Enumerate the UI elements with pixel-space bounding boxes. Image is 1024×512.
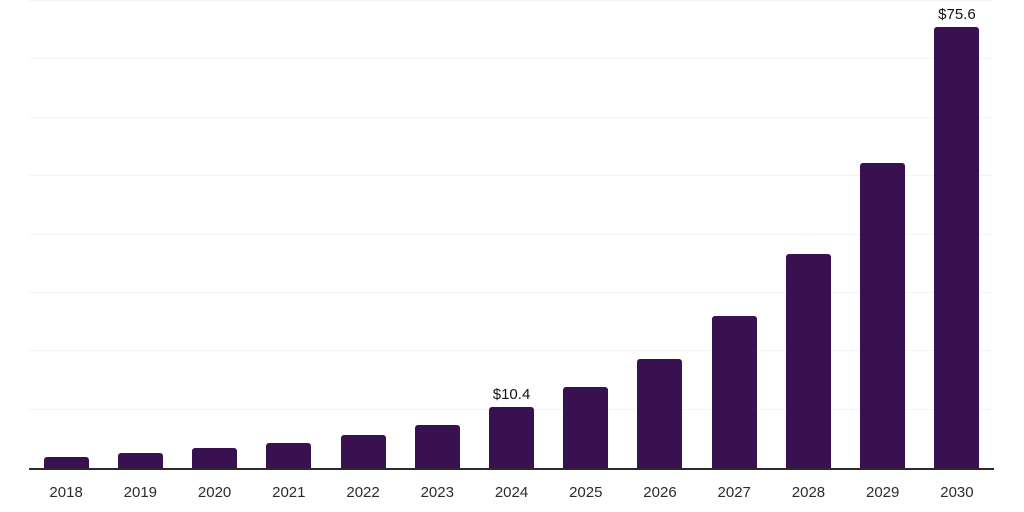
bar-slot-2019: [103, 1, 177, 468]
gridline-70: [29, 58, 994, 60]
bar-slot-2029: [846, 1, 920, 468]
gridline-20: [29, 350, 994, 352]
bar-slot-2030: $75.6: [920, 1, 994, 468]
bar-2029: [860, 162, 906, 468]
x-tick-label-2021: 2021: [272, 484, 306, 501]
x-tick-label-2023: 2023: [420, 484, 454, 501]
bar-slot-2025: [549, 1, 623, 468]
bar-2024: [489, 407, 535, 468]
bar-2022: [340, 434, 386, 468]
x-tick-label-2024: 2024: [494, 484, 529, 501]
bar-2019: [117, 452, 163, 468]
bar-slot-2024: $10.4: [474, 1, 548, 468]
gridline-40: [29, 233, 994, 235]
value-label-2030: $75.6: [938, 5, 976, 23]
x-tick-label-2028: 2028: [791, 484, 826, 501]
x-axis-line: [29, 468, 994, 470]
bar-slot-2026: [623, 1, 697, 468]
gridline-60: [29, 116, 994, 118]
x-tick-label-2030: 2030: [940, 484, 974, 501]
bar-2023: [414, 424, 460, 468]
bar-2025: [563, 386, 609, 468]
bar-slot-2022: [326, 1, 400, 468]
bar-2026: [637, 358, 683, 468]
value-label-2024: $10.4: [492, 386, 531, 404]
plot-area: $10.4 $75.6: [29, 0, 994, 470]
x-tick-label-2026: 2026: [643, 484, 677, 501]
bar-slot-2020: [177, 1, 251, 468]
x-tick-label-2029: 2029: [866, 484, 900, 501]
x-tick-label-2018: 2018: [49, 484, 83, 501]
bar-2018: [43, 456, 89, 468]
bars-row: $10.4 $75.6: [29, 1, 994, 468]
x-tick-label-2020: 2020: [197, 484, 232, 501]
bar-slot-2023: [400, 1, 474, 468]
bar-2030: [934, 26, 980, 468]
x-tick-label-2022: 2022: [346, 484, 380, 501]
bar-2028: [785, 254, 831, 468]
gridline-50: [29, 175, 994, 177]
x-tick-label-2027: 2027: [717, 484, 751, 501]
bar-slot-2027: [697, 1, 771, 468]
gridline-80: [29, 0, 994, 1]
x-tick-label-2019: 2019: [123, 484, 158, 501]
bar-slot-2021: [252, 1, 326, 468]
bar-slot-2028: [771, 1, 845, 468]
bar-slot-2018: [29, 1, 103, 468]
bar-2027: [711, 316, 757, 468]
bar-2021: [266, 442, 312, 468]
gridline-30: [29, 291, 994, 293]
bar-2020: [192, 448, 238, 468]
x-axis-labels: 2018 2019 2020 2021 2022 2023 2024 2025 2026 2027…: [29, 484, 994, 501]
x-tick-label-2025: 2025: [569, 484, 603, 501]
